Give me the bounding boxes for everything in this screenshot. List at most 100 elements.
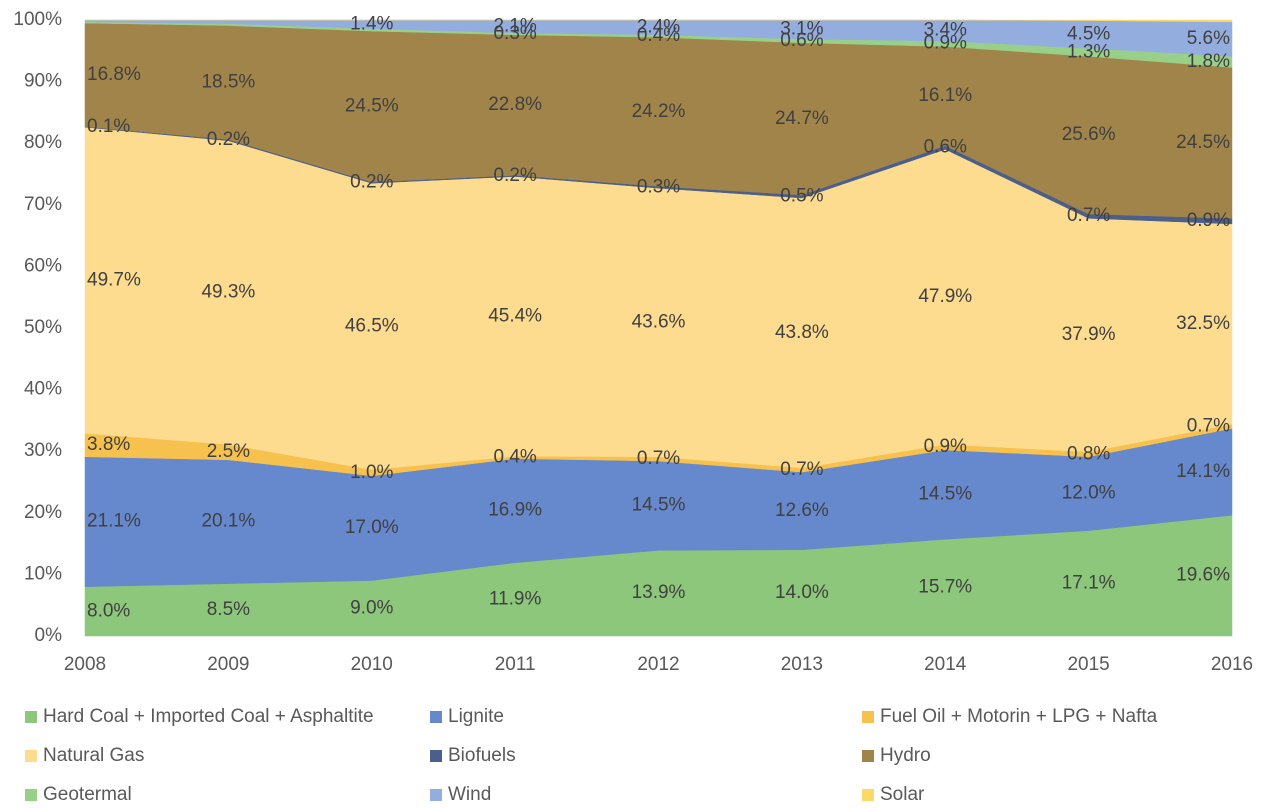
data-label: 0.1% [87, 116, 130, 137]
legend-swatch [862, 789, 874, 801]
legend-swatch [862, 750, 874, 762]
data-label: 0.4% [493, 446, 536, 467]
data-label: 1.0% [350, 462, 393, 483]
data-label: 5.6% [1187, 28, 1230, 49]
data-label: 0.9% [924, 436, 967, 457]
data-label: 24.5% [345, 96, 399, 117]
legend-label: Hydro [880, 745, 931, 766]
legend-label: Lignite [448, 706, 504, 727]
data-label: 0.3% [493, 23, 536, 44]
data-label: 0.6% [780, 30, 823, 51]
y-tick-label: 0% [35, 625, 63, 646]
data-label: 2.4% [637, 16, 680, 37]
data-label: 0.7% [1187, 415, 1230, 436]
data-label: 14.1% [1176, 461, 1230, 482]
legend-label: Geotermal [43, 784, 132, 805]
data-label: 9.0% [350, 597, 393, 618]
y-tick-label: 60% [24, 255, 62, 276]
data-label: 24.5% [1176, 132, 1230, 153]
data-label: 18.5% [201, 72, 255, 93]
legend-swatch [25, 711, 37, 723]
data-label: 49.3% [201, 282, 255, 303]
data-label: 16.9% [488, 500, 542, 521]
data-label: 0.7% [637, 448, 680, 469]
data-label: 12.0% [1062, 483, 1116, 504]
data-label: 45.4% [488, 305, 542, 326]
data-label: 24.7% [775, 108, 829, 129]
data-label: 0.2% [207, 129, 250, 150]
y-tick-label: 100% [13, 9, 62, 30]
data-label: 37.9% [1062, 324, 1116, 345]
data-label: 0.4% [637, 25, 680, 46]
data-label: 0.3% [637, 176, 680, 197]
data-label: 1.8% [1187, 51, 1230, 72]
data-label: 3.1% [780, 19, 823, 40]
x-tick-label: 2013 [781, 654, 823, 675]
y-tick-label: 90% [24, 71, 62, 92]
x-tick-label: 2015 [1067, 654, 1109, 675]
data-label: 15.7% [918, 577, 972, 598]
data-label: 0.6% [924, 137, 967, 158]
data-label: 3.8% [87, 434, 130, 455]
data-label: 43.6% [632, 311, 686, 332]
y-tick-label: 50% [24, 317, 62, 338]
data-label: 2.5% [207, 441, 250, 462]
x-tick-label: 2010 [351, 654, 393, 675]
legend-swatch [430, 789, 442, 801]
data-label: 43.8% [775, 322, 829, 343]
legend-label: Wind [448, 784, 491, 805]
data-label: 46.5% [345, 315, 399, 336]
data-label: 3.4% [924, 19, 967, 40]
x-tick-label: 2009 [207, 654, 249, 675]
data-label: 14.5% [918, 484, 972, 505]
data-label: 11.9% [489, 588, 542, 609]
data-label: 47.9% [918, 286, 972, 307]
data-label: 16.1% [918, 85, 972, 106]
x-tick-label: 2014 [924, 654, 967, 675]
data-label: 0.9% [1187, 210, 1230, 231]
x-tick-label: 2011 [495, 654, 536, 675]
data-label: 24.2% [632, 101, 686, 122]
data-label: 0.2% [350, 172, 393, 193]
legend-swatch [430, 711, 442, 723]
data-label: 4.5% [1067, 23, 1110, 44]
x-tick-label: 2008 [64, 654, 106, 675]
data-label: 1.4% [350, 13, 393, 34]
data-label: 0.9% [924, 33, 967, 54]
legend-label: Fuel Oil + Motorin + LPG + Nafta [880, 706, 1158, 727]
legend-swatch [25, 789, 37, 801]
y-tick-label: 10% [24, 563, 62, 584]
y-tick-label: 80% [24, 132, 62, 153]
data-label: 17.0% [345, 517, 399, 538]
legend-label: Biofuels [448, 745, 516, 766]
data-label: 0.8% [1067, 443, 1110, 464]
data-label: 0.7% [1067, 205, 1110, 226]
data-label: 25.6% [1062, 124, 1116, 145]
data-label: 17.1% [1062, 572, 1116, 593]
data-label: 8.0% [87, 600, 130, 621]
data-label: 13.9% [632, 582, 686, 603]
legend-swatch [430, 750, 442, 762]
x-tick-label: 2012 [637, 654, 679, 675]
x-tick-label: 2016 [1211, 654, 1253, 675]
y-tick-label: 40% [24, 379, 62, 400]
data-label: 0.2% [493, 165, 536, 186]
data-label: 8.5% [207, 599, 250, 620]
legend-label: Solar [880, 784, 925, 805]
y-tick-label: 20% [24, 502, 62, 523]
data-label: 12.6% [775, 500, 829, 521]
data-label: 1.3% [1067, 41, 1110, 62]
legend-label: Hard Coal + Imported Coal + Asphaltite [43, 706, 374, 727]
area [85, 19, 1233, 23]
data-label: 20.1% [201, 511, 255, 532]
data-label: 14.5% [632, 495, 686, 516]
data-label: 16.8% [87, 64, 141, 85]
data-label: 21.1% [87, 511, 141, 532]
data-label: 0.7% [780, 459, 823, 480]
y-tick-label: 30% [24, 440, 62, 461]
data-label: 0.5% [780, 185, 823, 206]
data-label: 32.5% [1176, 313, 1230, 334]
data-label: 2.1% [493, 15, 536, 36]
data-label: 19.6% [1176, 565, 1230, 586]
